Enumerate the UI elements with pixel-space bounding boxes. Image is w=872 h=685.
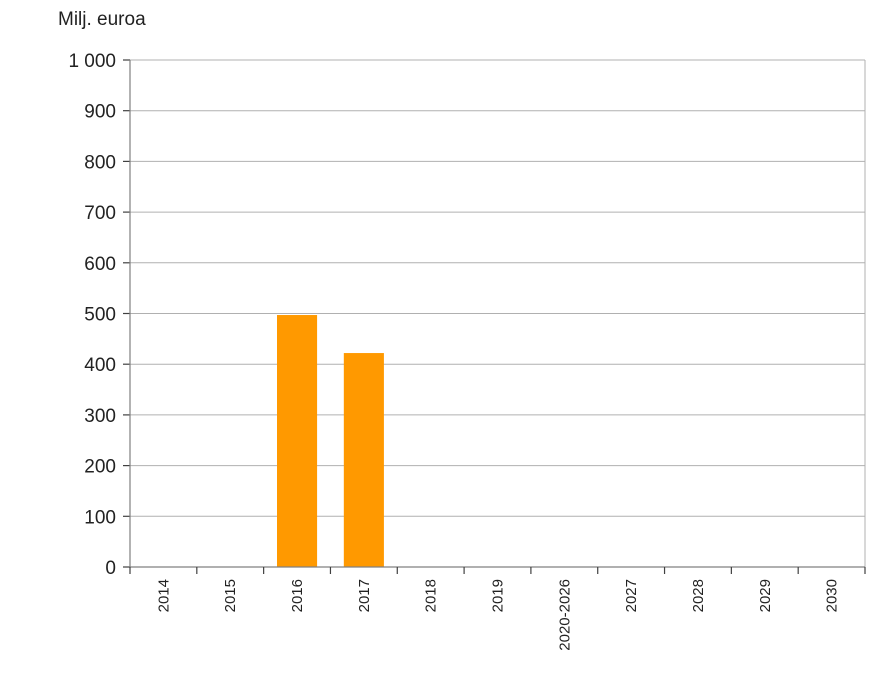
y-tick-label: 500: [84, 305, 116, 326]
x-axis-tick-labels: 2014 2015 2016 2017 2018 2019 2020-2026 2027 202…: [155, 579, 840, 651]
x-tick-label: 2014: [155, 579, 172, 612]
y-tick-label: 200: [84, 457, 116, 478]
y-axis-tick-labels: 0 100 200 300 400 500 600 700 800 900 1 000: [68, 51, 116, 579]
x-tick-label: 2019: [490, 579, 507, 612]
y-tick-label: 900: [84, 102, 116, 123]
y-tick-label: 0: [105, 558, 116, 579]
y-tick-label: 300: [84, 406, 116, 427]
grid-lines: [130, 59, 865, 517]
x-tick-label: 2030: [824, 579, 841, 612]
unit-label: Milj. euroa: [58, 9, 146, 30]
y-tick-label: 400: [84, 355, 116, 376]
axes: [123, 59, 866, 574]
x-tick-label: 2017: [356, 579, 373, 612]
bars: [277, 315, 384, 567]
y-tick-label: 100: [84, 507, 116, 528]
x-tick-label: 2020-2026: [556, 579, 573, 651]
y-tick-label: 700: [84, 203, 116, 224]
x-tick-label: 2028: [690, 579, 707, 612]
x-tick-label: 2016: [289, 579, 306, 612]
x-tick-label: 2027: [623, 579, 640, 612]
x-tick-label: 2029: [757, 579, 774, 612]
y-tick-label: 600: [84, 254, 116, 275]
bar-2016: [277, 315, 318, 567]
y-tick-label: 1 000: [68, 51, 116, 72]
x-tick-label: 2015: [222, 579, 239, 612]
bar-2017: [343, 353, 384, 567]
y-tick-label: 800: [84, 152, 116, 173]
x-tick-label: 2018: [423, 579, 440, 612]
